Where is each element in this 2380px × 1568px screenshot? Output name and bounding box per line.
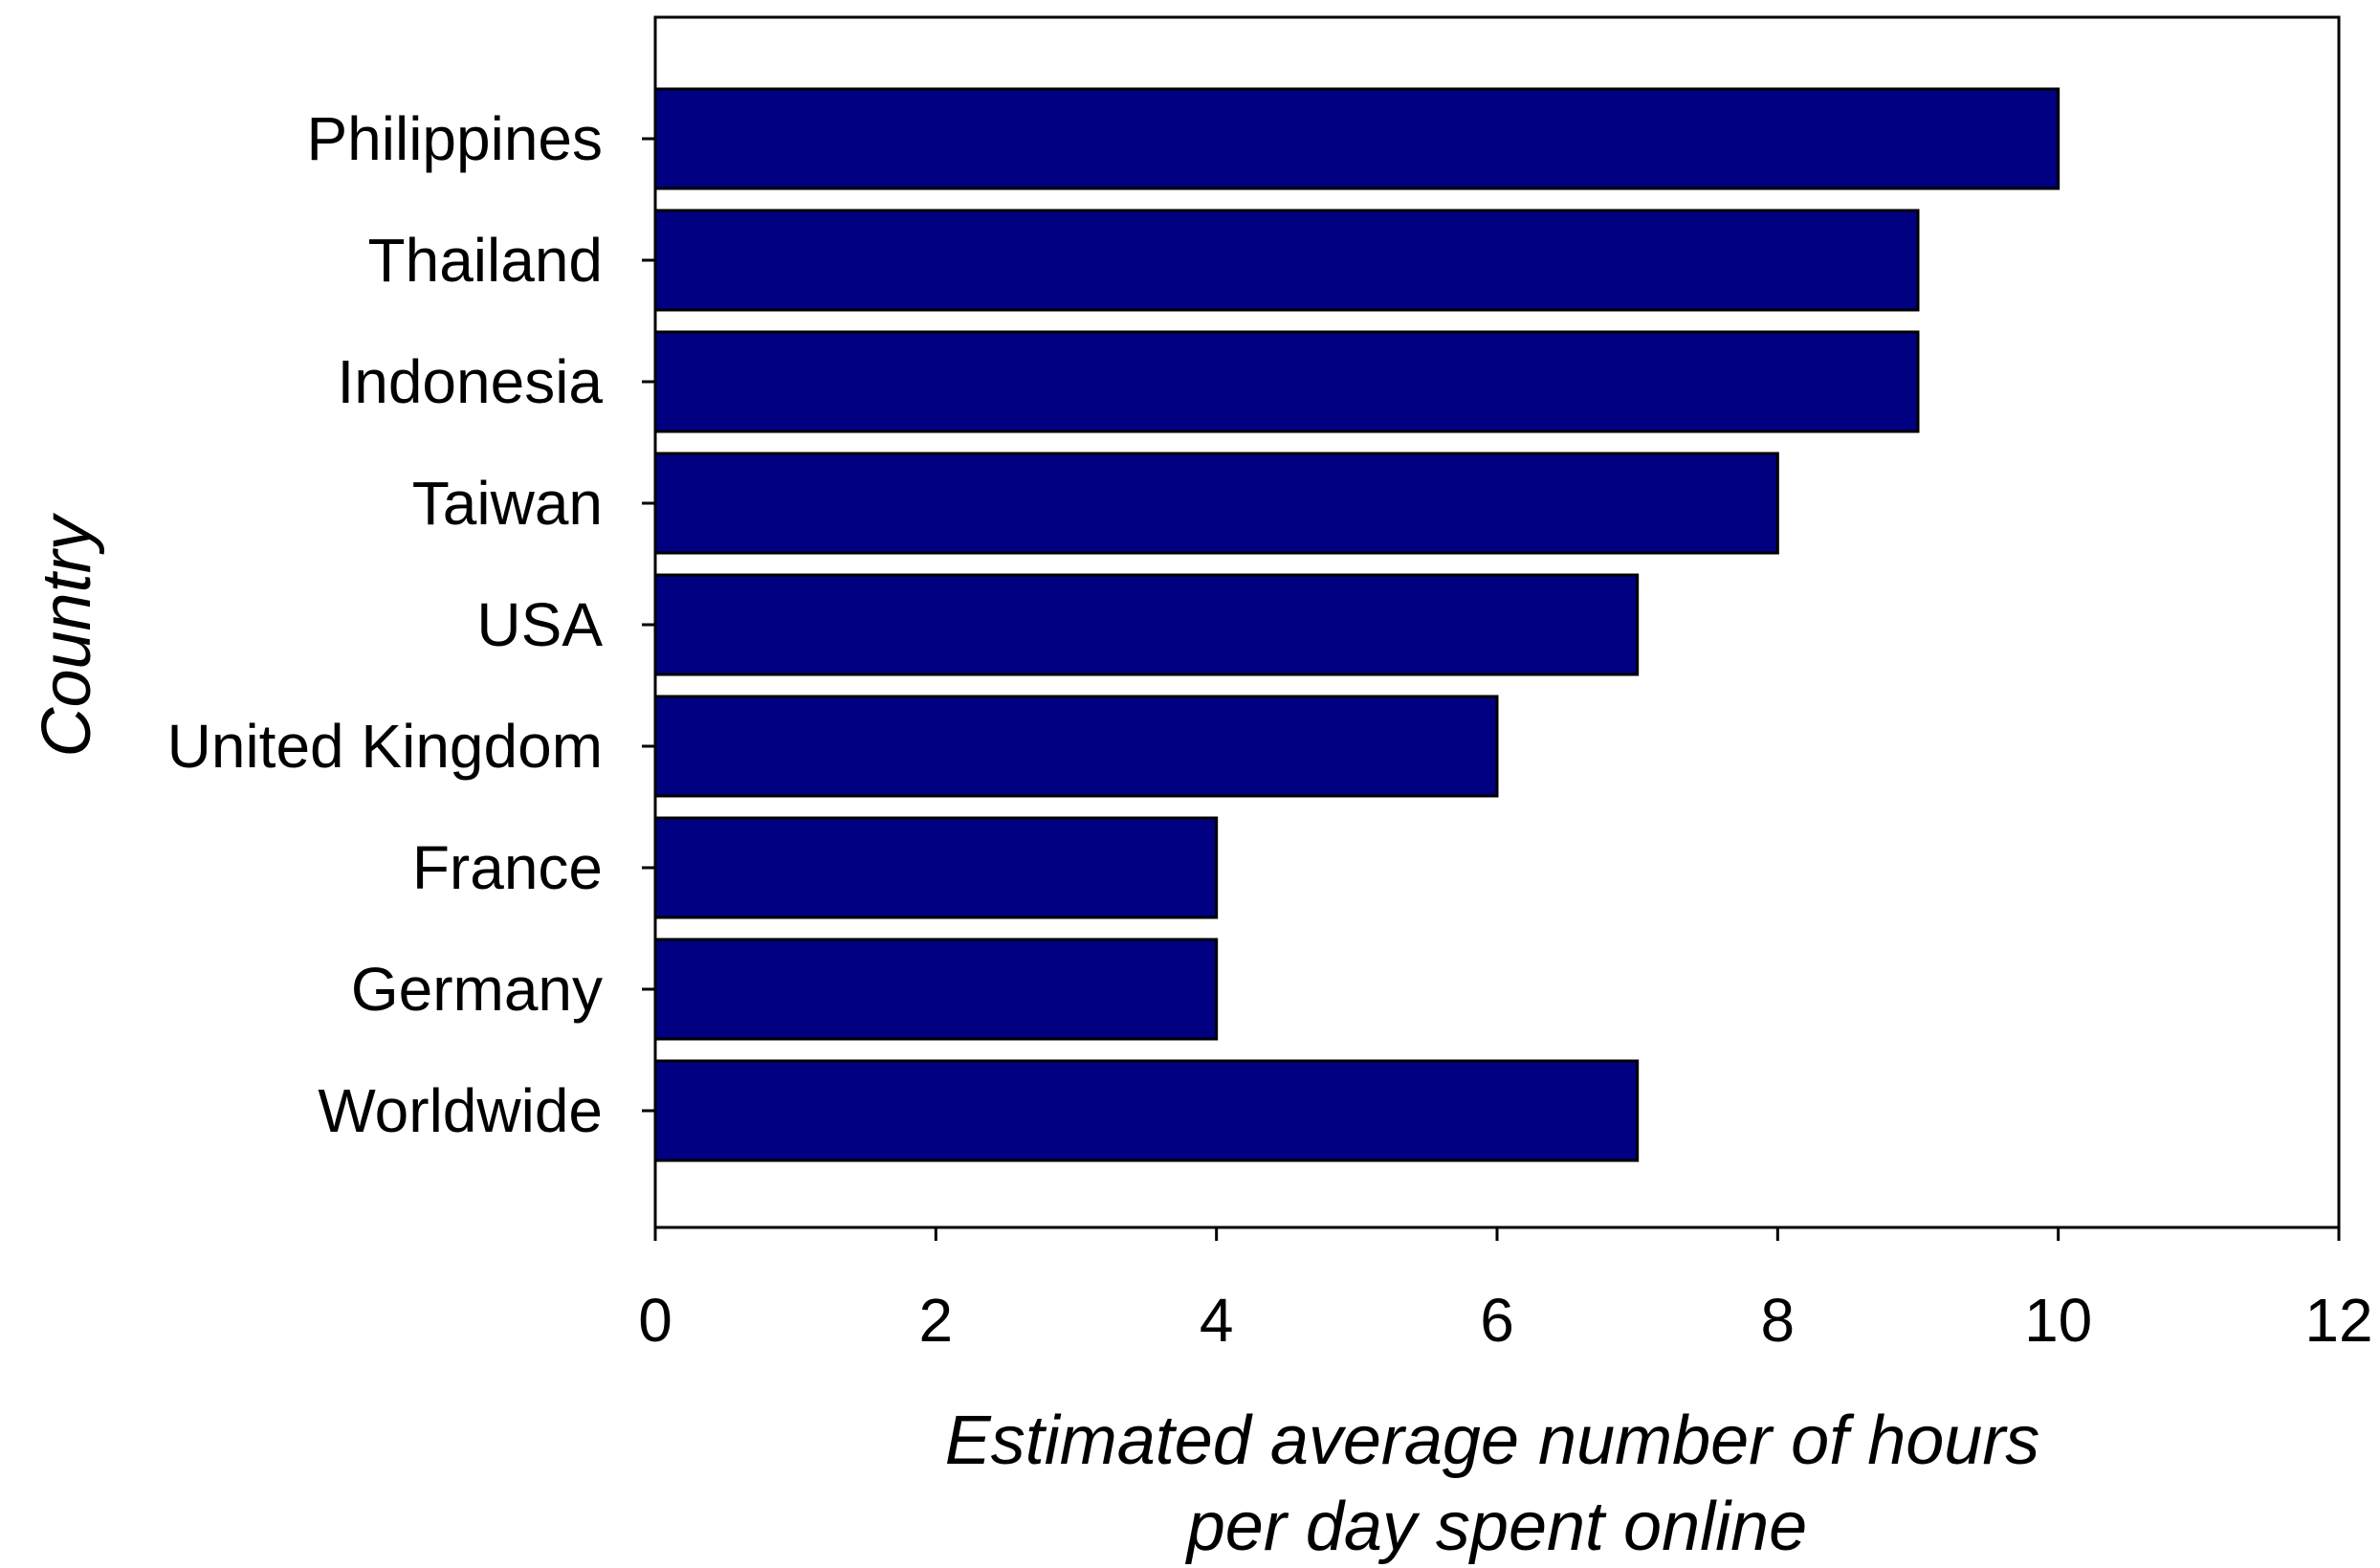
bar-france — [653, 816, 1219, 919]
x-tick-label-2: 2 — [919, 1286, 954, 1355]
bar-indonesia — [653, 330, 1920, 433]
bar-germany — [653, 938, 1219, 1041]
bar-thailand — [653, 209, 1920, 312]
category-label-germany: Germany — [351, 955, 603, 1024]
x-tick-labels-group: 0 2 4 6 8 10 12 — [638, 1286, 2372, 1355]
bar-united-kingdom — [653, 695, 1499, 798]
category-label-france: France — [412, 833, 603, 902]
bars-group — [653, 87, 2060, 1162]
category-label-philippines: Philippines — [306, 104, 603, 173]
category-labels-group: Philippines Thailand Indonesia Taiwan USA Uni… — [167, 104, 604, 1145]
category-ticks-group — [642, 137, 655, 1113]
x-tick-label-10: 10 — [2024, 1286, 2092, 1355]
category-label-united-kingdom: United Kingdom — [167, 712, 603, 781]
y-axis-title: Country — [29, 512, 105, 757]
x-tick-label-12: 12 — [2304, 1286, 2372, 1355]
x-tick-label-6: 6 — [1480, 1286, 1514, 1355]
bar-worldwide — [653, 1059, 1640, 1162]
x-tick-label-0: 0 — [638, 1286, 672, 1355]
bar-taiwan — [653, 452, 1779, 555]
category-label-taiwan: Taiwan — [412, 469, 603, 538]
x-axis-title-line-2: per day spent online — [1185, 1489, 1807, 1565]
x-axis-title-line-1: Estimated average number of hours — [945, 1402, 2040, 1479]
category-label-indonesia: Indonesia — [337, 347, 603, 416]
plot-frame — [653, 15, 2341, 1229]
x-tick-label-8: 8 — [1761, 1286, 1796, 1355]
x-tick-label-4: 4 — [1200, 1286, 1234, 1355]
bar-usa — [653, 573, 1640, 676]
bar-philippines — [653, 87, 2060, 190]
category-label-usa: USA — [476, 590, 603, 659]
category-label-thailand: Thailand — [368, 226, 604, 295]
x-ticks-group — [653, 1227, 2341, 1241]
category-label-worldwide: Worldwide — [318, 1076, 603, 1145]
